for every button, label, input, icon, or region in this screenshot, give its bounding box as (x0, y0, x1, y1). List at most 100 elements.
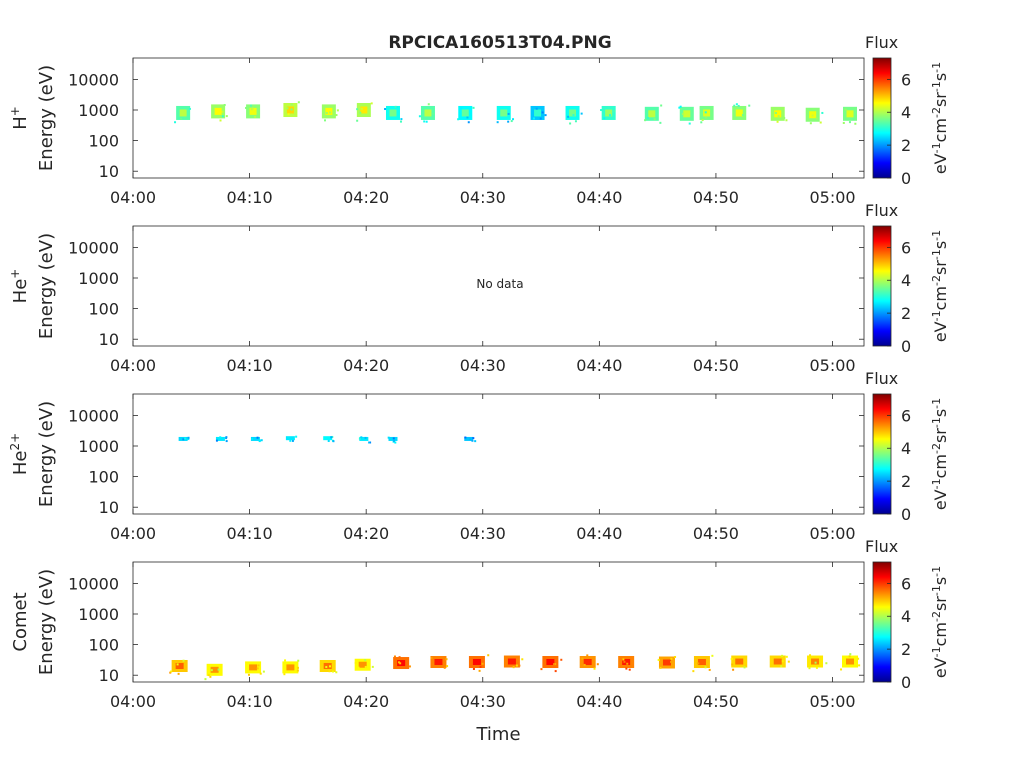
blob-speckle (842, 121, 845, 124)
data-blob (204, 663, 223, 681)
blob-core (662, 659, 671, 666)
blob-speckle (682, 112, 685, 115)
blob-speckle (521, 658, 524, 661)
blob-speckle (188, 107, 191, 110)
blob-speckle (397, 661, 400, 664)
blob-speckle (697, 662, 700, 665)
data-blob (805, 107, 824, 125)
colorbar-unit-label: eV-1cm-2sr-1s-1 (930, 566, 951, 678)
blob-core (583, 659, 592, 666)
data-blob (842, 106, 858, 125)
y-tick-label: 10 (99, 498, 119, 517)
blob-speckle (169, 671, 172, 674)
blob-speckle (478, 669, 481, 672)
colorbar-tick-label: 2 (901, 136, 911, 155)
blob-core (389, 109, 397, 117)
blob-speckle (854, 122, 857, 125)
blob-speckle (364, 665, 367, 668)
blob-speckle (183, 116, 186, 119)
blob-core (434, 659, 443, 666)
blob-speckle (180, 117, 183, 120)
blob-speckle (539, 117, 542, 120)
blob-speckle (554, 663, 557, 666)
blob-speckle (626, 662, 629, 665)
y-tick-label: 1000 (78, 101, 119, 120)
blob-speckle (516, 661, 519, 664)
colorbar-tick-label: 4 (901, 103, 911, 122)
blob-speckle (430, 657, 433, 660)
blob-speckle (848, 655, 851, 658)
blob-speckle (785, 655, 788, 658)
blob-speckle (327, 439, 330, 442)
data-blob (358, 436, 372, 444)
blob-speckle (445, 658, 448, 661)
colorbar-title: Flux (865, 369, 898, 388)
x-tick-label: 04:50 (693, 524, 739, 543)
blob-speckle (787, 660, 790, 663)
blob-speckle (210, 669, 213, 672)
blob-outer (464, 436, 474, 441)
blob-speckle (487, 654, 490, 657)
blob-speckle (512, 666, 515, 669)
blob-speckle (748, 104, 751, 107)
blob-speckle (730, 657, 733, 660)
blob-speckle (670, 660, 673, 663)
energy-axis-label: Energy (eV) (36, 569, 57, 675)
blob-speckle (692, 670, 695, 673)
data-blob (178, 436, 190, 441)
blob-speckle (371, 665, 374, 668)
blob-speckle (471, 439, 474, 442)
colorbar-tick-label: 2 (901, 304, 911, 323)
colorbar-tick-label: 4 (901, 271, 911, 290)
blob-speckle (774, 111, 777, 114)
blob-outer (359, 436, 369, 441)
blob-speckle (535, 107, 538, 110)
colorbar (872, 393, 892, 515)
blob-speckle (659, 121, 662, 124)
blob-speckle (251, 107, 254, 110)
blob-speckle (849, 653, 852, 656)
data-blob (393, 655, 411, 670)
blob-speckle (290, 108, 293, 111)
blob-core (472, 659, 481, 666)
y-tick-label: 10 (99, 666, 119, 685)
y-tick-label: 100 (88, 636, 119, 655)
blob-speckle (474, 440, 477, 443)
blob-speckle (423, 120, 426, 123)
colorbar-tick-label: 0 (901, 169, 911, 188)
data-blob (565, 105, 583, 125)
blob-speckle (711, 654, 714, 657)
blob-speckle (515, 664, 518, 667)
blob-speckle (257, 664, 260, 667)
blob-speckle (217, 668, 220, 671)
blob-speckle (808, 667, 811, 670)
blob-speckle (825, 662, 828, 665)
blob-speckle (581, 657, 584, 660)
blob-speckle (359, 111, 362, 114)
blob-speckle (328, 670, 331, 673)
blob-speckle (284, 659, 287, 662)
data-blob (250, 436, 263, 443)
x-tick-label: 04:20 (343, 524, 389, 543)
blob-speckle (332, 440, 335, 443)
x-tick-label: 04:00 (110, 692, 156, 711)
data-blob (732, 103, 751, 120)
y-tick-label: 1000 (78, 437, 119, 456)
x-axis-label: Time (475, 724, 520, 745)
colorbar-tick-label: 6 (901, 70, 911, 89)
blob-speckle (544, 114, 547, 117)
blob-speckle (392, 437, 395, 440)
blob-core (811, 658, 820, 665)
blob-speckle (457, 118, 460, 121)
x-tick-label: 04:40 (576, 356, 622, 375)
panel-1: 04:00 04:10 04:20 04:30 04:40 04:50 05:00 10 100… (8, 33, 950, 207)
energy-axis-label: Energy (eV) (36, 233, 57, 339)
blob-speckle (223, 104, 226, 107)
blob-speckle (815, 666, 818, 669)
blob-core (358, 661, 367, 668)
blob-speckle (781, 660, 784, 663)
data-blob (699, 105, 714, 124)
blob-speckle (258, 440, 261, 443)
blob-speckle (393, 440, 396, 443)
colorbar-unit-label: eV-1cm-2sr-1s-1 (930, 230, 951, 342)
